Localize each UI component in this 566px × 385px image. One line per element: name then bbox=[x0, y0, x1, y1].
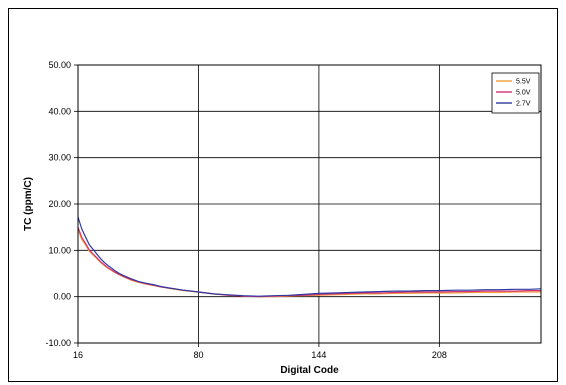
legend-label-5-5V: 5.5V bbox=[516, 79, 531, 86]
series-line-5-5V bbox=[77, 229, 541, 298]
chart-frame: -10.00 0.00 10.00 20.00 30.00 40.00 50.00 16 80 1… bbox=[8, 8, 558, 382]
series-line-2-7V bbox=[77, 216, 542, 297]
y-tick-label-0: -10.00 bbox=[45, 338, 71, 348]
x-axis-title: Digital Code bbox=[280, 365, 339, 376]
x-tick-label-1: 80 bbox=[193, 350, 203, 360]
legend: 5.5V 5.0V 2.7V bbox=[491, 72, 540, 114]
y-tick-label-2: 10.00 bbox=[48, 245, 71, 255]
series-line-5-0V bbox=[77, 226, 541, 298]
legend-label-5-0V: 5.0V bbox=[516, 90, 531, 97]
y-axis-title: TC (ppm/C) bbox=[23, 177, 34, 231]
plot-area-border bbox=[77, 64, 542, 344]
y-tick-label-6: 50.00 bbox=[48, 60, 71, 70]
y-tick-label-1: 0.00 bbox=[53, 292, 71, 302]
x-tick-label-2: 144 bbox=[311, 350, 326, 360]
y-tick-label-3: 20.00 bbox=[48, 199, 71, 209]
series-lines bbox=[77, 216, 542, 298]
legend-box bbox=[491, 72, 540, 114]
axes bbox=[74, 64, 542, 347]
y-tick-label-5: 40.00 bbox=[48, 106, 71, 116]
y-tick-label-4: 30.00 bbox=[48, 153, 71, 163]
legend-label-2-7V: 2.7V bbox=[516, 101, 531, 108]
x-tick-label-0: 16 bbox=[73, 350, 83, 360]
x-tick-label-3: 208 bbox=[432, 350, 447, 360]
tick-labels: -10.00 0.00 10.00 20.00 30.00 40.00 50.00 16 80 1… bbox=[45, 60, 446, 360]
tc-vs-digital-code-chart: -10.00 0.00 10.00 20.00 30.00 40.00 50.00 16 80 1… bbox=[23, 60, 542, 376]
grid-lines bbox=[78, 64, 541, 344]
